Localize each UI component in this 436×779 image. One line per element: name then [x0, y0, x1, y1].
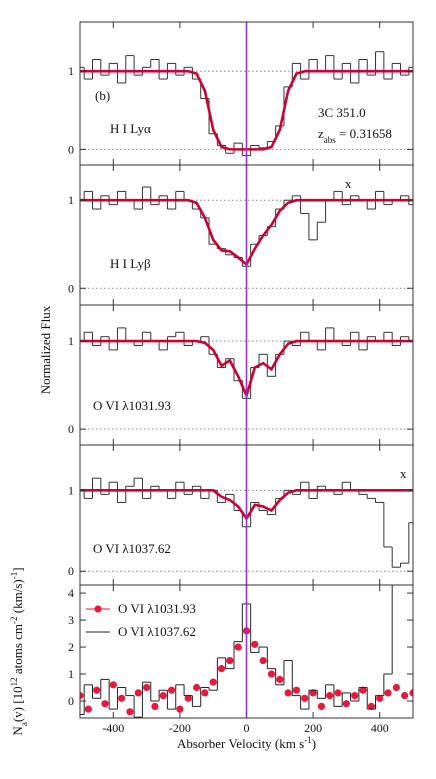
label-part: a — [19, 722, 29, 726]
data-point — [159, 692, 167, 700]
data-point — [167, 686, 176, 694]
data-point — [376, 694, 384, 702]
data-point — [151, 702, 159, 710]
data-point — [342, 700, 350, 708]
x-axis-label: Absorber Velocity (km s-1) — [177, 735, 316, 751]
data-point — [226, 656, 234, 665]
y-tick-label: 0 — [68, 142, 74, 156]
data-point — [326, 692, 334, 700]
y-tick-label: 2 — [68, 640, 74, 654]
y-tick-label: 0 — [68, 564, 74, 578]
annotation: 3C 351.0 — [318, 105, 366, 120]
data-point — [317, 702, 326, 710]
y-tick-label: 0 — [68, 694, 74, 708]
x-tick-label: -200 — [169, 721, 191, 735]
x-tick-label: 0 — [244, 721, 250, 735]
panel-label: H I Lyβ — [110, 256, 151, 271]
y-tick-label: 1 — [68, 64, 74, 78]
data-point — [351, 692, 359, 700]
legend-label: O VI λ1037.62 — [118, 624, 196, 639]
label-part: (v) [10 — [10, 686, 25, 722]
panel — [80, 327, 413, 430]
data-point — [118, 694, 126, 702]
data-point — [267, 670, 276, 678]
label-part: -1 — [9, 572, 19, 580]
x-tick-label: 400 — [371, 721, 389, 735]
data-point — [109, 681, 117, 689]
panel-label: H I Lyα — [110, 121, 151, 136]
label-part: ] — [10, 567, 25, 571]
y-tick-label: 1 — [68, 334, 74, 348]
data-point — [259, 656, 267, 665]
data-point — [84, 705, 92, 713]
data-point — [126, 708, 134, 716]
data-point — [301, 694, 309, 702]
label-part: -1 — [304, 735, 312, 745]
data-point — [384, 689, 392, 697]
panel-frame — [79, 584, 414, 719]
data-point — [292, 686, 301, 694]
annotation-text: x — [400, 466, 407, 481]
annotation: x — [345, 176, 352, 191]
data-point — [93, 686, 101, 694]
panel — [80, 585, 413, 718]
annotation-sub: abs — [324, 135, 336, 145]
y-tick-label: 0 — [68, 422, 74, 436]
data-point — [80, 692, 84, 700]
data-point — [334, 689, 342, 697]
annotation-text: z — [318, 126, 324, 141]
y-tick-label: 1 — [68, 667, 74, 681]
x-tick-label: 200 — [304, 721, 322, 735]
y-tick-label: 1 — [68, 483, 74, 497]
annotation-text: x — [345, 176, 352, 191]
data-point — [309, 689, 317, 697]
data-point — [101, 700, 109, 708]
data-point — [409, 689, 413, 697]
label-part: N — [10, 726, 25, 736]
label-part: Absorber Velocity (km s — [177, 736, 304, 751]
label-part: 12 — [9, 677, 19, 686]
data-point — [134, 689, 142, 697]
y-axis-label: Na(v) [1012 atoms cm-2 (km/s)-1] — [9, 567, 29, 735]
data-point — [217, 665, 226, 673]
x-tick-label: -400 — [102, 721, 124, 735]
data-point — [392, 683, 400, 692]
data-point — [201, 689, 209, 697]
annotation-text: = 0.31658 — [336, 126, 392, 141]
panel — [80, 477, 413, 572]
data-point — [276, 675, 284, 684]
annotation-text: (b) — [95, 88, 110, 103]
data-point — [401, 692, 409, 700]
data-point — [192, 683, 201, 692]
y-axis-label: Normalized Flux — [38, 305, 53, 394]
label-part: (km/s) — [10, 579, 25, 616]
data-point — [209, 678, 217, 686]
annotation: zabs = 0.31658 — [318, 126, 392, 145]
legend-marker — [94, 605, 102, 613]
data-point — [143, 683, 151, 692]
data-point — [176, 705, 184, 713]
panel-label: O VI λ1031.93 — [93, 398, 171, 413]
data-point — [359, 686, 367, 694]
panel-label: O VI λ1037.62 — [93, 541, 171, 556]
label-part: ) — [312, 736, 316, 751]
y-tick-label: 1 — [68, 193, 74, 207]
legend-label: O VI λ1031.93 — [118, 601, 196, 616]
data-point — [367, 702, 375, 710]
data-point — [234, 643, 242, 651]
y-tick-label: 4 — [68, 586, 74, 600]
data-point — [184, 694, 192, 702]
annotation-text: 3C 351.0 — [318, 105, 366, 120]
label-part: -2 — [9, 616, 19, 624]
label-part: atoms cm — [10, 624, 25, 677]
annotation: x — [400, 466, 407, 481]
data-point — [251, 640, 259, 648]
y-tick-label: 0 — [68, 281, 74, 295]
data-point — [284, 689, 292, 697]
annotation: (b) — [95, 88, 110, 103]
y-tick-label: 3 — [68, 613, 74, 627]
